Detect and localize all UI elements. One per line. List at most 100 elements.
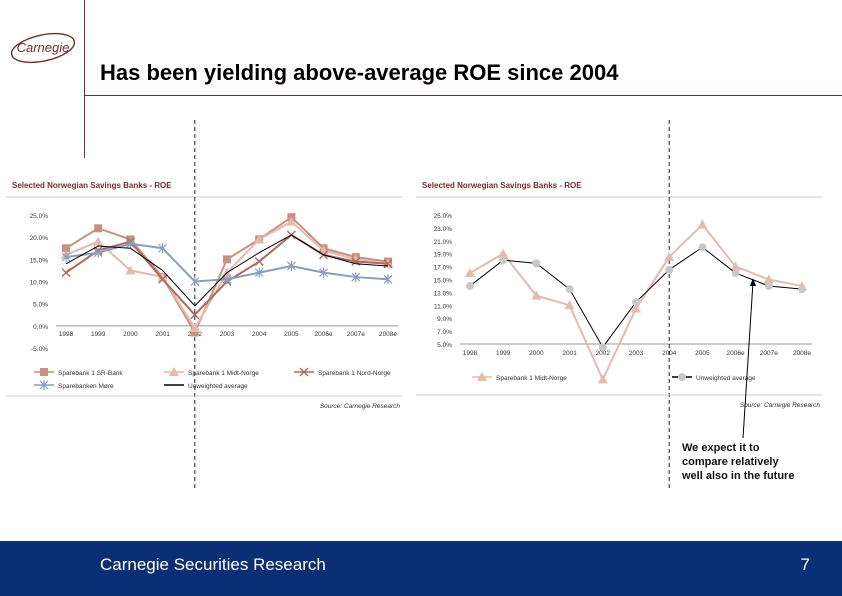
y-tick-label: 7.0%: [437, 329, 452, 336]
data-point: [62, 244, 70, 253]
data-point: [189, 323, 200, 333]
data-point: [61, 268, 71, 278]
data-point: [499, 256, 508, 265]
data-point: [632, 298, 640, 307]
source-note: Source: Carnegie Research: [320, 403, 401, 410]
x-tick-label: 2006e: [727, 350, 745, 357]
x-tick-label: 2008e: [379, 331, 397, 338]
legend-label: Sparebank 1 Nord-Norge: [318, 370, 391, 377]
y-tick-label: 21.0%: [434, 239, 453, 246]
data-point: [665, 265, 674, 274]
header-divider-vertical: [84, 0, 85, 158]
data-point: [190, 310, 200, 320]
legend-label: Sparebank 1 Midt-Norge: [496, 375, 567, 382]
data-point: [286, 260, 296, 271]
data-point: [93, 247, 103, 258]
y-tick-label: 15.0%: [30, 257, 49, 264]
x-tick-label: 2000: [529, 350, 544, 357]
page-number: 7: [800, 555, 810, 574]
y-tick-label: 23.0%: [434, 226, 453, 233]
data-point: [763, 274, 774, 284]
data-point: [383, 259, 393, 269]
legend-swatch-marker: [477, 372, 487, 381]
y-tick-label: 5.0%: [437, 342, 452, 349]
data-point: [730, 261, 741, 271]
logo-text: Carnegie: [17, 40, 70, 55]
data-point: [532, 259, 541, 268]
x-tick-label: 1999: [496, 350, 511, 357]
x-tick-label: 2008e: [793, 350, 811, 357]
footer-bar: Carnegie Securities Research 7: [0, 541, 842, 596]
x-tick-label: 2005: [284, 331, 299, 338]
data-point: [254, 257, 264, 267]
header-divider-horizontal: [84, 95, 842, 96]
legend-label: Unweighted average: [188, 383, 248, 390]
annotation-text: We expect it to compare relatively well …: [682, 442, 795, 482]
left-chart: Selected Norwegian Savings Banks - ROE 25…: [6, 120, 402, 490]
data-point: [631, 303, 641, 313]
legend-swatch-marker: [678, 373, 686, 381]
x-tick-label: 1998: [463, 350, 478, 357]
right-chart: Selected Norwegian Savings Banks - ROE 25…: [416, 120, 822, 490]
data-point: [93, 236, 104, 246]
data-point: [466, 281, 474, 290]
x-tick-label: 2003: [629, 350, 644, 357]
legend-swatch-marker: [299, 367, 309, 377]
annotation-arrowhead: [750, 278, 756, 286]
data-point: [319, 267, 329, 278]
data-point: [125, 238, 135, 249]
data-point: [564, 300, 575, 310]
data-point: [222, 274, 232, 285]
x-tick-label: 2003: [220, 331, 235, 338]
legend-swatch-marker: [39, 380, 49, 390]
y-tick-label: -5.0%: [31, 346, 48, 353]
y-tick-label: 9.0%: [437, 316, 452, 323]
x-tick-label: 2001: [562, 350, 577, 357]
data-point: [565, 285, 574, 294]
x-tick-label: 2005: [695, 350, 710, 357]
chart-title: Selected Norwegian Savings Banks - ROE: [422, 181, 582, 190]
page-title: Has been yielding above-average ROE sinc…: [100, 60, 619, 85]
carnegie-logo: Carnegie: [10, 32, 76, 64]
y-tick-label: 25.0%: [30, 213, 49, 220]
data-point: [286, 216, 297, 226]
data-point: [465, 268, 475, 278]
annotation-arrow: [742, 281, 754, 439]
y-tick-label: 19.0%: [434, 252, 453, 259]
series-line: [65, 234, 389, 307]
data-point: [190, 328, 199, 337]
data-point: [223, 255, 231, 264]
data-point: [125, 265, 136, 275]
data-point: [158, 274, 168, 284]
data-point: [351, 272, 361, 283]
data-point: [597, 374, 608, 384]
data-point: [664, 251, 675, 261]
data-point: [798, 285, 806, 294]
legend-swatch-marker: [40, 368, 48, 376]
chart-title: Selected Norwegian Savings Banks - ROE: [12, 181, 172, 190]
y-tick-label: 10.0%: [30, 280, 49, 287]
data-point: [61, 252, 71, 263]
y-tick-label: 25.0%: [434, 213, 453, 220]
legend-label: Unweighted average: [696, 375, 756, 382]
legend-label: Sparebank 1 SR-Bank: [58, 370, 123, 377]
y-tick-label: 20.0%: [30, 235, 49, 242]
footer-title: Carnegie Securities Research: [100, 555, 326, 574]
legend-swatch-marker: [169, 367, 179, 376]
data-point: [697, 219, 708, 229]
data-point: [698, 243, 707, 252]
x-tick-label: 2000: [123, 331, 138, 338]
x-tick-label: 2001: [155, 331, 170, 338]
data-point: [383, 274, 393, 285]
x-tick-label: 2007e: [347, 331, 365, 338]
data-point: [531, 290, 542, 300]
x-tick-label: 2004: [252, 331, 267, 338]
data-point: [598, 343, 607, 352]
data-point: [158, 243, 168, 254]
data-point: [190, 276, 200, 287]
data-point: [254, 234, 265, 244]
legend-label: Sparebank 1 Midt-Norge: [188, 370, 259, 377]
x-tick-label: 2007e: [760, 350, 778, 357]
x-tick-label: 2006e: [315, 331, 333, 338]
x-tick-label: 1999: [91, 331, 106, 338]
